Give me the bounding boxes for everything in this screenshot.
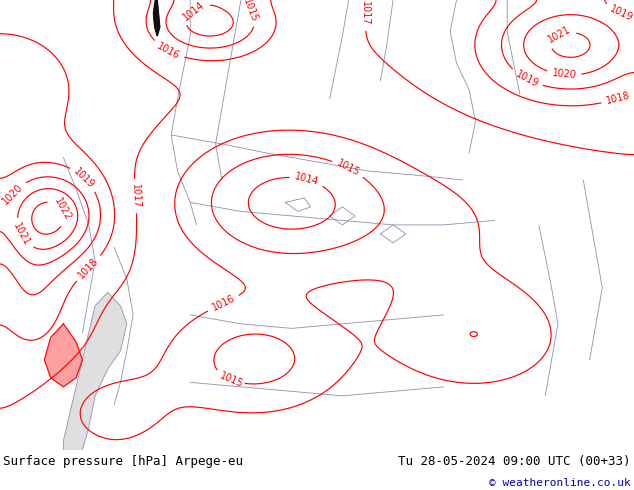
Text: 1022: 1022 (52, 196, 73, 223)
Text: 1018: 1018 (77, 256, 101, 281)
Text: 1016: 1016 (210, 294, 236, 313)
Text: 1015: 1015 (218, 370, 245, 389)
Text: © weatheronline.co.uk: © weatheronline.co.uk (489, 478, 631, 488)
Text: 1017: 1017 (360, 1, 370, 26)
Polygon shape (44, 324, 82, 387)
Text: 1016: 1016 (155, 41, 181, 61)
Text: 1020: 1020 (552, 69, 577, 81)
Text: 1019: 1019 (608, 3, 634, 23)
Text: 1021: 1021 (11, 221, 32, 248)
Text: 1015: 1015 (335, 158, 361, 178)
Text: Surface pressure [hPa] Arpege-eu: Surface pressure [hPa] Arpege-eu (3, 455, 243, 468)
Polygon shape (63, 293, 127, 450)
Text: 1020: 1020 (1, 182, 25, 206)
Text: 1015: 1015 (241, 0, 259, 24)
Text: 1021: 1021 (546, 24, 573, 45)
Text: 1017: 1017 (130, 184, 141, 209)
Text: 1019: 1019 (72, 166, 96, 190)
Text: 1014: 1014 (294, 172, 320, 188)
Text: 1018: 1018 (605, 91, 631, 106)
Text: 1019: 1019 (514, 69, 540, 89)
Text: Tu 28-05-2024 09:00 UTC (00+33): Tu 28-05-2024 09:00 UTC (00+33) (398, 455, 631, 468)
Polygon shape (153, 0, 160, 36)
Text: 1014: 1014 (181, 0, 207, 23)
